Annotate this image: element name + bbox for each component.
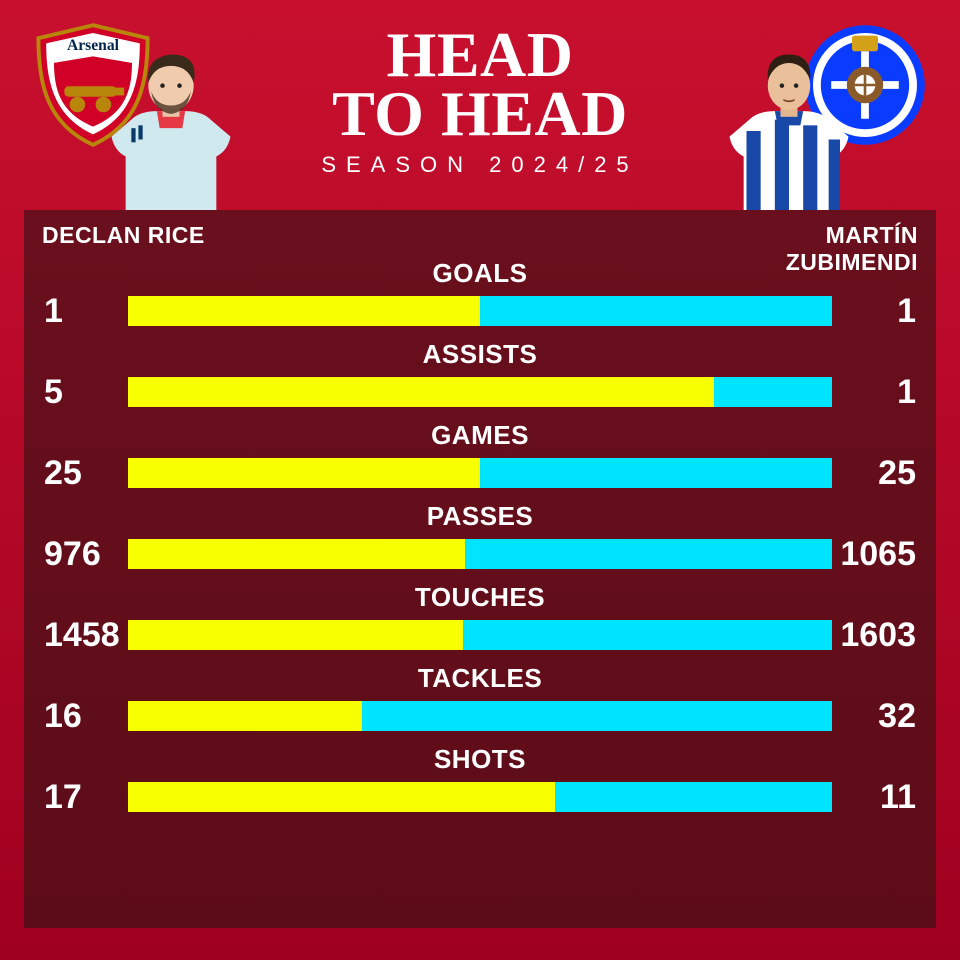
stat-bar-left-seg (128, 296, 480, 326)
stat-label: GOALS (42, 258, 918, 289)
stat-bar-line: 51 (42, 374, 918, 410)
stat-bar-right-seg (463, 620, 832, 650)
player-left-name: DECLAN RICE (42, 222, 205, 249)
stat-bar-right-seg (465, 539, 832, 569)
stat-label: PASSES (42, 501, 918, 532)
stat-row: PASSES976 1065 (42, 501, 918, 572)
stat-row: GOALS11 (42, 258, 918, 329)
stat-value-right: 11 (832, 778, 918, 817)
stat-bar (128, 539, 832, 569)
stat-value-left: 1458 (42, 616, 128, 655)
stat-label: SHOTS (42, 744, 918, 775)
infographic-root: Arsenal (0, 0, 960, 960)
stat-bar (128, 782, 832, 812)
stat-label: GAMES (42, 420, 918, 451)
stat-label: ASSISTS (42, 339, 918, 370)
stat-label: TOUCHES (42, 582, 918, 613)
stat-row: GAMES25 25 (42, 420, 918, 491)
stat-bar-left-seg (128, 701, 362, 731)
stat-bar-right-seg (714, 377, 832, 407)
stat-bar (128, 458, 832, 488)
header: Arsenal (24, 20, 936, 210)
stat-bar-line: 1632 (42, 698, 918, 734)
stats-container: GOALS11ASSISTS51GAMES2525PASSES9761065TO… (42, 258, 918, 815)
player-right-photo (704, 46, 874, 216)
stat-bar-left-seg (128, 782, 555, 812)
player-left-photo (86, 46, 256, 216)
stat-bar-left-seg (128, 377, 714, 407)
stat-bar-left-seg (128, 539, 465, 569)
stat-bar-left-seg (128, 458, 480, 488)
stat-value-right: 1 (832, 292, 918, 331)
stat-bar-line: 11 (42, 293, 918, 329)
stat-value-left: 5 (42, 373, 128, 412)
stat-row: TACKLES1632 (42, 663, 918, 734)
stat-bar-line: 1711 (42, 779, 918, 815)
stat-value-left: 25 (42, 454, 128, 493)
stat-bar-line: 976 1065 (42, 536, 918, 572)
stat-bar-right-seg (362, 701, 832, 731)
stat-bar (128, 377, 832, 407)
stat-value-right: 1065 (832, 535, 918, 574)
stat-bar (128, 701, 832, 731)
stat-value-left: 16 (42, 697, 128, 736)
stat-bar-line: 25 25 (42, 455, 918, 491)
stat-row: TOUCHES1458 1603 (42, 582, 918, 653)
stat-label: TACKLES (42, 663, 918, 694)
stat-value-right: 32 (832, 697, 918, 736)
stat-bar (128, 620, 832, 650)
stat-row: ASSISTS51 (42, 339, 918, 410)
stat-value-left: 976 (42, 535, 128, 574)
stat-bar (128, 296, 832, 326)
stat-value-left: 17 (42, 778, 128, 817)
stat-value-right: 1 (832, 373, 918, 412)
stat-row: SHOTS1711 (42, 744, 918, 815)
stat-value-left: 1 (42, 292, 128, 331)
stat-bar-right-seg (480, 458, 832, 488)
stat-bar-right-seg (480, 296, 832, 326)
stat-value-right: 25 (832, 454, 918, 493)
stat-bar-line: 1458 1603 (42, 617, 918, 653)
player-right-name-line1: MARTÍN (786, 222, 918, 249)
stats-panel: DECLAN RICE MARTÍN ZUBIMENDI GOALS11ASSI… (24, 210, 936, 928)
stat-bar-right-seg (555, 782, 832, 812)
stat-value-right: 1603 (832, 616, 918, 655)
stat-bar-left-seg (128, 620, 463, 650)
